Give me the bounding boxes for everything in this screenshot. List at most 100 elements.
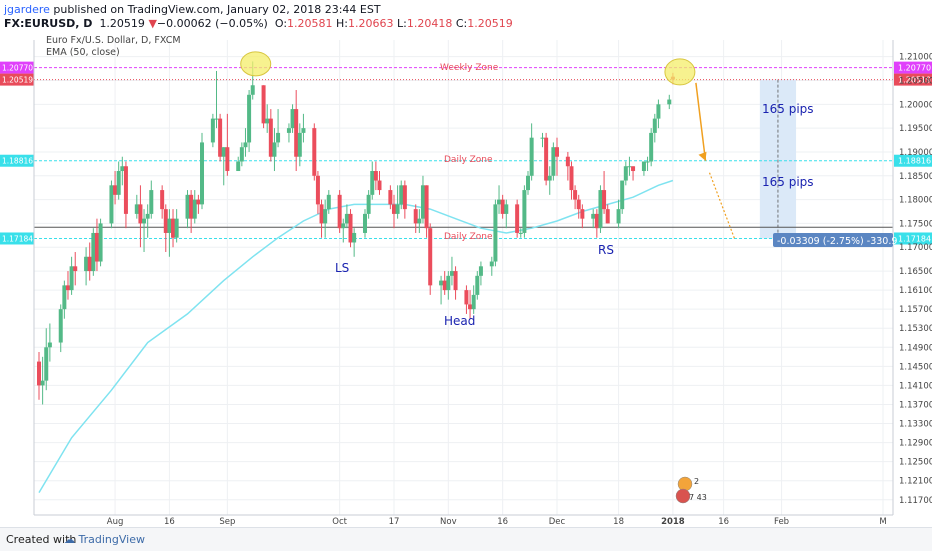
candle-body xyxy=(297,132,302,157)
candle-body xyxy=(189,194,194,219)
price-tick-label: 1.15700 xyxy=(899,305,932,315)
candle-body xyxy=(214,118,219,120)
candle-body xyxy=(428,228,433,286)
footer: Created with ☁ TradingView xyxy=(0,527,932,551)
candle-body xyxy=(420,185,425,219)
candle-body xyxy=(471,294,476,310)
candle-body xyxy=(605,209,610,224)
candle-body xyxy=(171,218,176,238)
candle-body xyxy=(446,275,451,291)
down-arrow-icon: ▼ xyxy=(148,17,157,30)
time-tick-label: Feb xyxy=(774,517,789,527)
tradingview-logo[interactable]: ☁ TradingView xyxy=(64,533,145,546)
candle-body xyxy=(98,223,103,262)
price-tick-label: 1.19000 xyxy=(899,148,932,158)
candle-body xyxy=(163,209,168,233)
legend-indicator[interactable]: EMA (50, close) xyxy=(46,47,120,58)
price-tick-label: 1.11700 xyxy=(899,496,932,506)
author-link[interactable]: jgardere xyxy=(4,3,50,16)
candle-body xyxy=(649,132,654,162)
candle-body xyxy=(453,271,458,291)
candle-body xyxy=(518,232,523,234)
candle-body xyxy=(526,175,531,191)
close-label: C: xyxy=(455,17,468,30)
candle-body xyxy=(261,85,266,124)
flag-icon[interactable] xyxy=(675,488,691,504)
price-tick-label: 1.20000 xyxy=(899,100,932,110)
candle-body xyxy=(627,166,632,168)
candle-body xyxy=(294,109,299,157)
candle-body xyxy=(123,166,128,214)
last-price: 1.20519 xyxy=(99,17,145,30)
candle-body xyxy=(580,209,585,219)
time-axis[interactable]: Aug 16 Sep Oct 17 Nov 16 Dec 18 2018 16 Feb M xyxy=(34,514,893,527)
candle-body xyxy=(616,209,621,224)
candle-body xyxy=(497,199,502,205)
candle-body xyxy=(174,218,179,238)
candle-body xyxy=(500,199,505,214)
candle-body xyxy=(573,190,578,200)
candle-body xyxy=(478,266,483,276)
candle-body xyxy=(73,266,78,272)
legend-title: Euro Fx/U.S. Dollar, D, FXCM xyxy=(46,35,181,46)
candle-body xyxy=(239,147,244,162)
highlight-circle-left xyxy=(240,51,272,77)
price-tick-label: 1.12900 xyxy=(899,439,932,449)
candle-body xyxy=(265,118,270,124)
candle-body xyxy=(290,109,295,129)
projection-arrow xyxy=(695,82,707,161)
time-tick-label: Oct xyxy=(332,517,347,527)
event-badge-icon[interactable] xyxy=(677,476,693,492)
price-tick-label: 1.14100 xyxy=(899,381,932,391)
candle-body xyxy=(326,194,331,210)
candle-body xyxy=(377,180,382,191)
candle-body xyxy=(40,380,45,386)
candle-body xyxy=(185,194,190,219)
candle-body xyxy=(120,166,125,172)
candle-body xyxy=(598,190,603,229)
event-badge-count: 2 xyxy=(694,477,699,486)
zone-right-tag xyxy=(894,73,932,86)
candle-body xyxy=(547,175,552,181)
measure-label-box xyxy=(773,233,893,247)
candle-body xyxy=(84,256,89,272)
candle-body xyxy=(337,194,342,229)
zone-right-label: 1.20519 xyxy=(898,76,931,85)
candle-body xyxy=(323,209,328,224)
candle-body xyxy=(667,99,672,105)
price-chart[interactable]: 1.20770 1.20770 1.20519 1.20519 1.18816 1.188… xyxy=(0,32,932,527)
measure-label: -0.03309 (-2.75%) -330.9 xyxy=(777,236,897,247)
time-tick-label: M xyxy=(879,517,886,527)
candle-body xyxy=(388,190,393,205)
candle-body xyxy=(301,128,306,133)
event-badge-count-2: 7 43 xyxy=(689,493,707,502)
candle-body xyxy=(352,232,357,243)
candle-body xyxy=(167,218,172,233)
candle-body xyxy=(522,190,527,233)
zone-left-tag xyxy=(0,154,34,167)
low-label: L: xyxy=(397,17,407,30)
price-tick-label: 1.17500 xyxy=(899,219,932,229)
candle-body xyxy=(145,213,150,219)
candle-body xyxy=(58,309,63,343)
price-tick-label: 1.14900 xyxy=(899,343,932,353)
zone-left-label: 1.18816 xyxy=(2,157,33,166)
candle-body xyxy=(116,171,121,195)
candle-body xyxy=(565,156,570,167)
zone-right-tag xyxy=(894,61,932,74)
low-value: 1.20418 xyxy=(406,17,453,30)
candle-body xyxy=(87,256,92,272)
candle-body xyxy=(656,104,661,119)
candle-body xyxy=(442,280,447,291)
candle-body xyxy=(468,304,473,310)
time-tick-label: Sep xyxy=(219,517,235,527)
high-label: H: xyxy=(336,17,349,30)
event-badges[interactable]: 2 7 43 xyxy=(675,476,707,504)
daily-zone-label-lower: Daily Zone xyxy=(444,232,493,242)
time-tick-label: 16 xyxy=(497,517,508,527)
price-axis[interactable]: 1.21000 1.20500 1.20000 1.19500 1.19000 1.185… xyxy=(33,40,932,515)
candle-body xyxy=(439,280,444,286)
zone-left-label: 1.20519 xyxy=(2,76,33,85)
candle-body xyxy=(529,137,534,176)
publish-line: jgardere published on TradingView.com, J… xyxy=(4,3,381,16)
